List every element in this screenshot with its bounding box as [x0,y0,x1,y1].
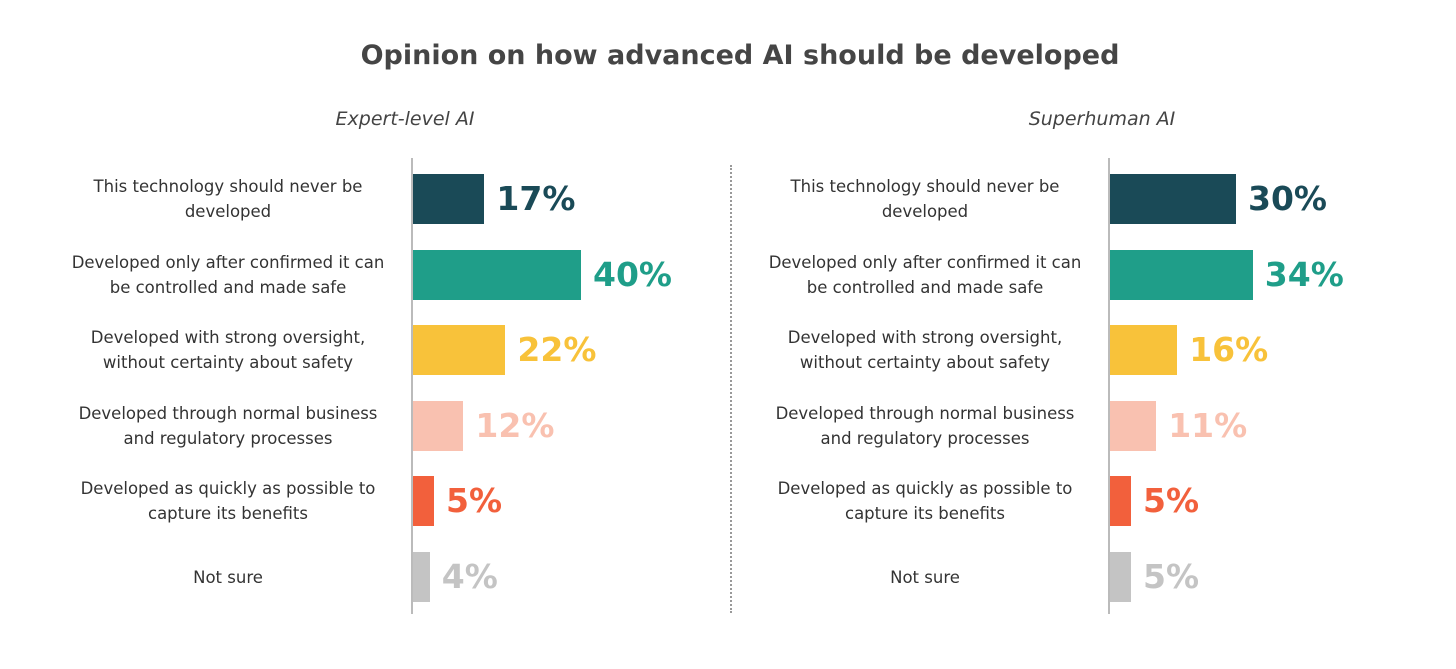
value-label: 12% [475,405,555,445]
bar [1110,400,1157,451]
bar [1110,476,1131,527]
category-label: Developed with strong oversight, without… [90,328,366,373]
bar [413,552,430,602]
category-label: Not sure [890,567,960,587]
bar [413,249,581,300]
category-label: Developed as quickly as possible to capt… [777,479,1073,524]
category-label: Developed through normal business and re… [78,403,378,448]
bar [413,400,464,451]
category-label: Developed only after confirmed it can be… [71,252,385,297]
subtitle: Expert-level AI [335,108,475,130]
category-label: Developed only after confirmed it can be… [768,252,1082,297]
category-label: This technology should never be develope… [93,177,363,221]
category-label: Not sure [193,567,263,587]
bar [1110,249,1253,300]
value-label: 17% [496,179,576,218]
bar [1110,325,1178,376]
value-label: 30% [1248,179,1327,218]
value-label: 11% [1168,405,1248,445]
value-label: 5% [1143,481,1200,521]
axis-line [411,158,413,614]
divider [730,165,732,613]
bar [413,174,485,224]
value-label: 22% [517,330,597,370]
category-label: This technology should never be develope… [790,177,1060,221]
axis-line [1108,158,1110,614]
category-label: Developed through normal business and re… [775,403,1075,448]
category-label: Developed with strong oversight, without… [787,328,1063,373]
value-label: 5% [446,481,503,521]
bar [413,325,506,376]
value-label: 16% [1189,330,1269,370]
chart-title: Opinion on how advanced AI should be dev… [360,40,1120,71]
bar [1110,174,1236,224]
subtitle: Superhuman AI [1028,108,1176,130]
value-label: 34% [1264,254,1344,294]
bar [413,476,434,527]
category-label: Developed as quickly as possible to capt… [80,479,376,524]
value-label: 5% [1143,557,1200,596]
value-label: 40% [593,254,672,294]
bar [1110,552,1131,602]
value-label: 4% [441,557,498,596]
